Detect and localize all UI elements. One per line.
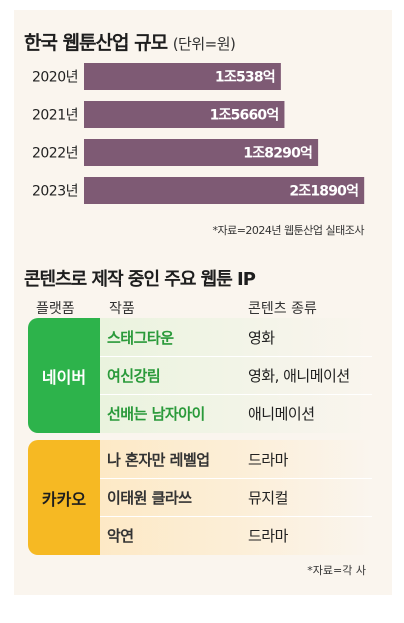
bar bbox=[84, 139, 319, 166]
value-label: 2조1890억 bbox=[289, 184, 358, 200]
work-title: 악연 bbox=[107, 527, 134, 545]
content-type: 영화, 애니메이션 bbox=[248, 367, 350, 385]
content-type: 드라마 bbox=[248, 527, 288, 545]
work-title: 여신강림 bbox=[107, 367, 161, 385]
naver-band bbox=[100, 318, 372, 433]
work-title: 선배는 남자아이 bbox=[107, 405, 205, 423]
row-divider bbox=[100, 356, 372, 357]
chart-source-note: *자료=2024년 웹툰산업 실태조사 bbox=[212, 224, 364, 237]
content-type: 영화 bbox=[248, 329, 275, 347]
value-label: 1조538억 bbox=[215, 70, 275, 86]
work-title: 스태그타운 bbox=[107, 329, 174, 347]
platform-kakao: 카카오 bbox=[28, 440, 100, 555]
kakao-band bbox=[100, 440, 372, 555]
year-label: 2021년 bbox=[32, 108, 78, 124]
content-type: 드라마 bbox=[248, 451, 288, 469]
header-work: 작품 bbox=[109, 301, 135, 317]
bar bbox=[84, 177, 365, 204]
row-divider bbox=[100, 516, 372, 517]
value-label: 1조8290억 bbox=[243, 146, 312, 162]
table-title: 콘텐츠로 제작 중인 주요 웹툰 IP bbox=[24, 269, 256, 290]
work-title: 나 혼자만 레벨업 bbox=[107, 451, 210, 469]
chart-unit: (단위=원) bbox=[172, 35, 236, 53]
platform-naver: 네이버 bbox=[28, 318, 100, 433]
bar bbox=[84, 101, 285, 128]
header-content-type: 콘텐츠 종류 bbox=[248, 301, 317, 317]
value-label: 1조5660억 bbox=[210, 108, 279, 124]
bar bbox=[84, 63, 281, 90]
header-platform: 플랫폼 bbox=[36, 301, 75, 317]
content-type: 뮤지컬 bbox=[248, 489, 288, 507]
row-divider bbox=[100, 394, 372, 395]
year-label: 2023년 bbox=[32, 184, 78, 200]
row-divider bbox=[100, 478, 372, 479]
bar-chart: 2020년 1조538억 2021년 1조5660억 2022년 1조8290억 2023년… bbox=[32, 63, 365, 204]
year-label: 2020년 bbox=[32, 70, 78, 86]
year-label: 2022년 bbox=[32, 146, 78, 162]
work-title: 이태원 클라쓰 bbox=[107, 489, 192, 507]
table-source-note: *자료=각 사 bbox=[307, 564, 366, 577]
content-type: 애니메이션 bbox=[248, 405, 315, 423]
chart-title: 한국 웹툰산업 규모 (단위=원) bbox=[24, 32, 236, 54]
